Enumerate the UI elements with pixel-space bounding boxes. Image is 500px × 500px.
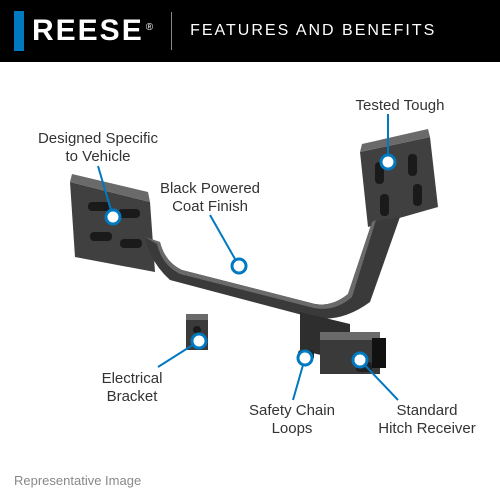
brand-accent-bar (14, 11, 24, 51)
brand-logo: REESE ® (14, 11, 153, 51)
callout-safety-chain: Safety ChainLoops (232, 402, 352, 438)
header-divider (171, 12, 172, 50)
callout-black-coat: Black PoweredCoat Finish (140, 180, 280, 216)
brand-text: REESE (32, 14, 144, 48)
callout-standard-receiver: StandardHitch Receiver (362, 402, 492, 438)
callout-electrical-bracket: ElectricalBracket (82, 370, 182, 406)
header-subtitle: FEATURES AND BENEFITS (190, 22, 436, 40)
registered-icon: ® (146, 22, 153, 33)
callout-designed-specific: Designed Specificto Vehicle (18, 130, 178, 166)
footnote-text: Representative Image (14, 473, 141, 488)
diagram-area: Tested Tough Designed Specificto Vehicle B… (0, 62, 500, 500)
callout-tested-tough: Tested Tough (340, 97, 460, 115)
header-bar: REESE ® FEATURES AND BENEFITS (0, 0, 500, 62)
